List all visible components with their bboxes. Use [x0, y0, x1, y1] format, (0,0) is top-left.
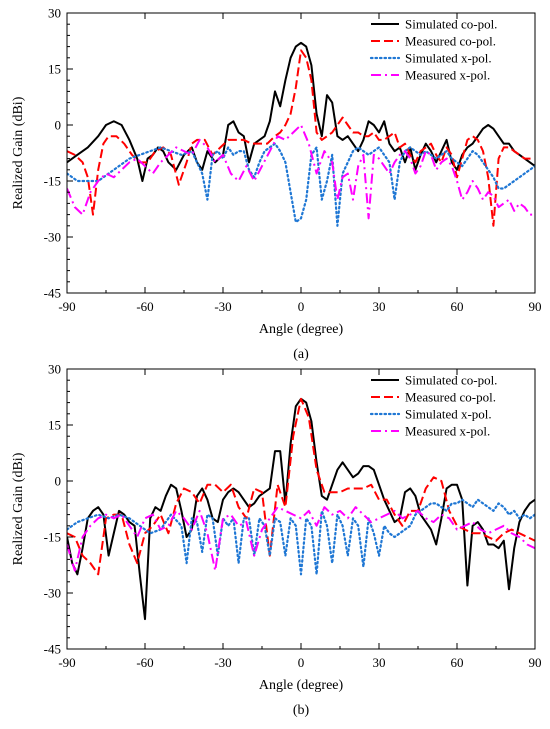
legend-entry-label: Measured x-pol. [405, 424, 490, 439]
legend-entry-label: Simulated co-pol. [405, 373, 497, 388]
x-tick-label: -30 [214, 655, 231, 670]
y-tick-label: -30 [44, 230, 61, 245]
series-line-dashdot [67, 124, 535, 220]
x-tick-label: -60 [136, 655, 153, 670]
x-tick-label: -90 [58, 299, 75, 314]
y-tick-label: 15 [48, 418, 61, 433]
series-line-dashed [67, 397, 535, 576]
legend-entry-label: Simulated co-pol. [405, 17, 497, 32]
legend-entry-label: Measured co-pol. [405, 390, 496, 405]
y-tick-label: 0 [55, 118, 62, 133]
x-tick-label: 90 [529, 299, 542, 314]
y-axis-label: Realized Gain (dBi) [11, 96, 26, 209]
legend-entry-label: Measured co-pol. [405, 34, 496, 49]
y-tick-label: -30 [44, 586, 61, 601]
x-tick-label: -60 [136, 299, 153, 314]
y-tick-label: -15 [44, 174, 61, 189]
series-lines [67, 397, 535, 621]
y-tick-label: 15 [48, 62, 61, 77]
series-line-dashdot [67, 506, 535, 572]
y-tick-label: 30 [48, 362, 61, 377]
panel-a: -90 -60 -30 0 30 60 90 30 15 0 -15 -30 -45 Angle (deg… [11, 6, 542, 363]
x-tick-label: 0 [298, 299, 305, 314]
legend: Simulated co-pol. Measured co-pol. Simulat… [369, 17, 497, 83]
x-tick-label: -30 [214, 299, 231, 314]
legend-entry-label: Simulated x-pol. [405, 51, 492, 66]
y-axis-label: Realized Gain (dBi) [11, 452, 26, 565]
legend: Simulated co-pol. Measured co-pol. Simulat… [369, 373, 497, 439]
y-tick-label: -15 [44, 530, 61, 545]
panel-label: (a) [293, 347, 309, 362]
x-tick-label: -90 [58, 655, 75, 670]
y-tick-label: -45 [44, 286, 61, 301]
legend-entry-label: Simulated x-pol. [405, 407, 492, 422]
x-tick-label: 60 [451, 655, 464, 670]
y-tick-label: 30 [48, 6, 61, 21]
x-tick-label: 60 [451, 299, 464, 314]
x-tick-label: 30 [373, 655, 386, 670]
legend-entry-label: Measured x-pol. [405, 68, 490, 83]
x-tick-label: 90 [529, 655, 542, 670]
panel-b: -90 -60 -30 0 30 60 90 30 15 0 -15 -30 -45 Angle (deg… [11, 362, 542, 719]
series-line-dashed [67, 49, 535, 227]
x-tick-label: 0 [298, 655, 305, 670]
series-lines [67, 41, 535, 227]
series-line-dotted [67, 142, 535, 227]
y-tick-label: 0 [55, 474, 62, 489]
x-tick-label: 30 [373, 299, 386, 314]
x-axis-label: Angle (degree) [259, 322, 344, 337]
y-tick-label: -45 [44, 642, 61, 657]
x-axis-label: Angle (degree) [259, 678, 344, 693]
panel-label: (b) [293, 703, 310, 718]
series-line-dotted [67, 498, 535, 576]
